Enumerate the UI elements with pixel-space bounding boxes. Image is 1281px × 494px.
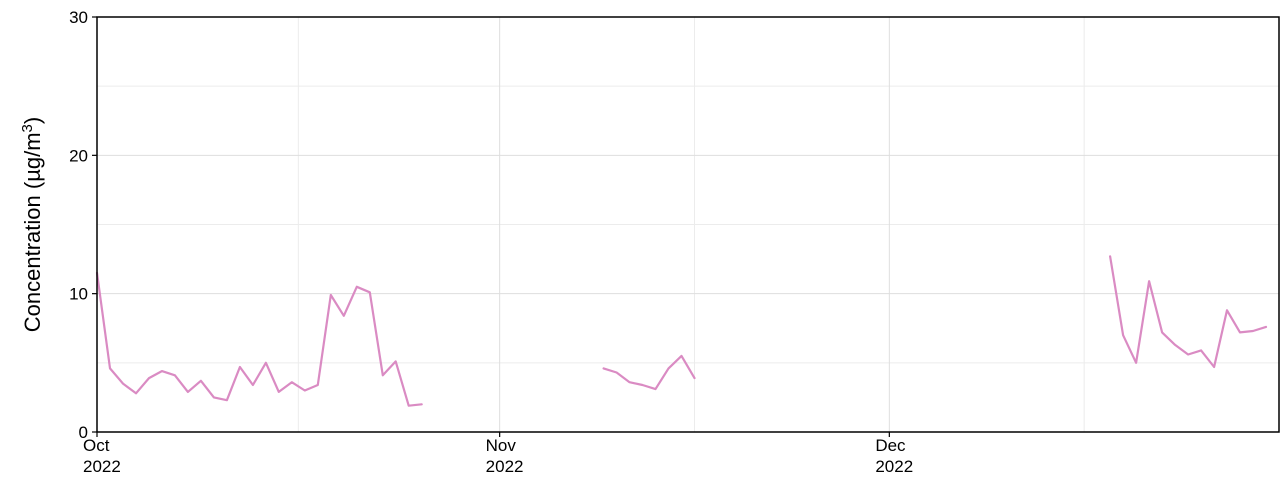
x-tick-label-year: 2022 [486, 457, 524, 476]
x-tick-label-month: Nov [486, 436, 517, 455]
y-tick-label: 10 [69, 285, 88, 304]
y-tick-label: 30 [69, 8, 88, 27]
x-axis-ticks: Oct 2022 Nov 2022 Dec 2022 [83, 432, 913, 476]
y-axis-title-superscript: 3 [19, 124, 36, 132]
y-axis-title-main: Concentration (µg/m [20, 132, 45, 332]
x-tick-label-year: 2022 [875, 457, 913, 476]
y-axis-title: Concentration (µg/m3) [19, 117, 46, 332]
y-tick-label: 0 [79, 423, 88, 442]
series-line-segment [602, 354, 696, 391]
minor-gridlines [97, 17, 1279, 432]
x-tick-label-month: Dec [875, 436, 906, 455]
y-tick-label: 20 [69, 146, 88, 165]
plot-frame [96, 16, 1280, 433]
y-axis-title-suffix: ) [20, 117, 45, 124]
series-line-segment [1109, 255, 1268, 369]
y-axis-ticks: 0 10 20 30 [69, 8, 97, 442]
series-line-segment [95, 271, 423, 407]
x-tick-label-year: 2022 [83, 457, 121, 476]
x-tick-label-month: Oct [83, 436, 110, 455]
series-layer [95, 255, 1268, 407]
